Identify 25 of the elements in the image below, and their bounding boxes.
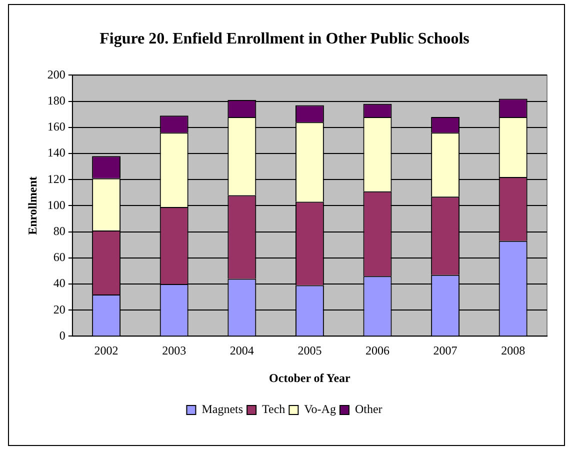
legend-label: Magnets (202, 402, 244, 416)
y-tick-label: 180 (47, 93, 66, 108)
x-tick-label: 2007 (433, 344, 458, 358)
chart-title: Figure 20. Enfield Enrollment in Other Public Schools (100, 30, 470, 48)
y-tick-label: 100 (47, 198, 66, 212)
y-tick-label: 0 (59, 328, 66, 342)
y-axis-title: Enrollment (25, 176, 40, 235)
y-tick-label: 20 (53, 302, 66, 316)
y-tick-label: 160 (47, 120, 66, 134)
legend-label: Other (354, 402, 382, 416)
x-tick-label: 2006 (366, 344, 390, 358)
y-tick-label: 60 (53, 250, 66, 264)
x-axis-title: October of Year (269, 370, 352, 385)
x-tick-label: 2005 (298, 344, 322, 358)
x-tick-label: 2002 (94, 344, 118, 358)
x-tick-label: 2003 (162, 344, 186, 358)
y-tick-label: 200 (47, 67, 66, 82)
y-tick-label: 80 (53, 224, 66, 238)
y-tick-label: 140 (47, 146, 66, 160)
y-tick-label: 40 (53, 276, 66, 290)
legend-label: Tech (262, 402, 286, 416)
x-tick-label: 2004 (230, 344, 254, 358)
x-tick-label: 2008 (501, 344, 526, 358)
y-tick-label: 120 (47, 172, 66, 186)
legend-label: Vo-Ag (304, 402, 336, 416)
